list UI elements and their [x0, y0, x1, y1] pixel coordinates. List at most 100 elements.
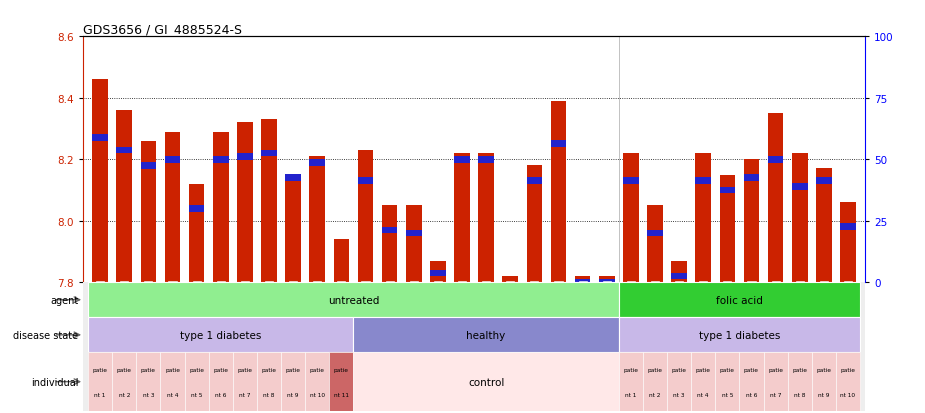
Bar [285, 175, 301, 182]
Bar [788, 353, 812, 411]
Text: nt 8: nt 8 [794, 392, 806, 397]
Text: GSM440184: GSM440184 [507, 283, 513, 325]
Text: GSM440167: GSM440167 [339, 283, 344, 325]
Bar [88, 353, 112, 411]
Text: patie: patie [768, 368, 783, 373]
Bar [768, 157, 783, 163]
Bar [623, 178, 638, 185]
Text: GSM440169: GSM440169 [652, 283, 658, 325]
Text: control: control [468, 377, 504, 387]
Bar [237, 123, 253, 282]
Bar [574, 279, 590, 286]
Text: patie: patie [648, 368, 662, 373]
Bar [672, 273, 687, 280]
Text: patie: patie [165, 368, 180, 373]
Text: GSM440177: GSM440177 [845, 283, 851, 325]
Text: nt 5: nt 5 [722, 392, 734, 397]
Text: nt 7: nt 7 [240, 392, 251, 397]
Text: patie: patie [792, 368, 808, 373]
Text: GSM440162: GSM440162 [217, 283, 224, 325]
Text: GSM440185: GSM440185 [531, 283, 537, 325]
Text: GSM440173: GSM440173 [748, 283, 755, 325]
Text: nt 4: nt 4 [697, 392, 709, 397]
Bar [305, 353, 329, 411]
Text: patie: patie [214, 368, 228, 373]
Text: nt 8: nt 8 [264, 392, 275, 397]
Text: GSM440179: GSM440179 [387, 283, 392, 325]
Bar [526, 166, 542, 282]
Bar [792, 184, 808, 191]
Text: GSM440175: GSM440175 [796, 283, 803, 325]
Bar [672, 261, 687, 282]
Text: nt 9: nt 9 [818, 392, 830, 397]
Text: nt 10: nt 10 [841, 392, 856, 397]
Bar [141, 163, 156, 169]
Text: patie: patie [841, 368, 856, 373]
Bar [353, 353, 619, 411]
Bar [117, 111, 132, 282]
Bar [353, 318, 619, 353]
Text: nt 1: nt 1 [94, 392, 105, 397]
Bar [715, 353, 739, 411]
Bar [574, 276, 590, 282]
Bar [88, 318, 353, 353]
Bar [189, 206, 204, 212]
Text: type 1 diabetes: type 1 diabetes [180, 330, 262, 340]
Bar [720, 175, 735, 282]
Bar [623, 154, 638, 282]
Text: patie: patie [696, 368, 710, 373]
Bar [141, 141, 156, 282]
Text: patie: patie [817, 368, 832, 373]
Text: nt 2: nt 2 [649, 392, 660, 397]
Text: GSM440168: GSM440168 [628, 283, 634, 325]
Text: GDS3656 / GI_4885524-S: GDS3656 / GI_4885524-S [83, 23, 242, 36]
Text: GSM440158: GSM440158 [121, 283, 128, 325]
Bar [816, 178, 832, 185]
Bar [233, 353, 257, 411]
Bar [619, 318, 860, 353]
Text: patie: patie [262, 368, 277, 373]
Text: GSM440188: GSM440188 [604, 283, 610, 325]
Bar [744, 160, 759, 282]
Bar [310, 157, 325, 282]
Bar [478, 157, 494, 163]
Bar [550, 102, 566, 282]
Text: patie: patie [189, 368, 204, 373]
Bar [358, 151, 374, 282]
Bar [112, 353, 136, 411]
Text: GSM440174: GSM440174 [772, 283, 779, 325]
Text: patie: patie [672, 368, 686, 373]
Text: GSM440157: GSM440157 [97, 283, 103, 325]
Text: untreated: untreated [327, 295, 379, 305]
Bar [598, 279, 614, 286]
Bar [237, 153, 253, 160]
Bar [648, 230, 663, 237]
Bar [768, 114, 783, 282]
Bar [744, 175, 759, 182]
Bar [382, 227, 398, 234]
Bar [358, 178, 374, 185]
Bar [696, 154, 711, 282]
Text: nt 1: nt 1 [625, 392, 636, 397]
Text: individual: individual [31, 377, 79, 387]
Text: nt 6: nt 6 [746, 392, 758, 397]
Text: GSM440176: GSM440176 [820, 283, 827, 325]
Bar [92, 135, 108, 142]
Text: nt 2: nt 2 [118, 392, 130, 397]
Text: GSM440187: GSM440187 [580, 283, 586, 325]
Bar [189, 184, 204, 282]
Bar [160, 353, 185, 411]
Bar [619, 282, 860, 318]
Text: GSM440172: GSM440172 [724, 283, 731, 325]
Bar [165, 157, 180, 163]
Bar [285, 175, 301, 282]
Text: nt 3: nt 3 [673, 392, 684, 397]
Bar [840, 224, 856, 230]
Text: GSM440180: GSM440180 [411, 283, 417, 325]
Text: GSM440170: GSM440170 [676, 283, 682, 325]
Text: nt 11: nt 11 [334, 392, 349, 397]
Bar [502, 282, 518, 289]
Text: GSM440178: GSM440178 [363, 283, 368, 325]
Text: GSM440161: GSM440161 [193, 283, 200, 325]
Text: patie: patie [286, 368, 301, 373]
